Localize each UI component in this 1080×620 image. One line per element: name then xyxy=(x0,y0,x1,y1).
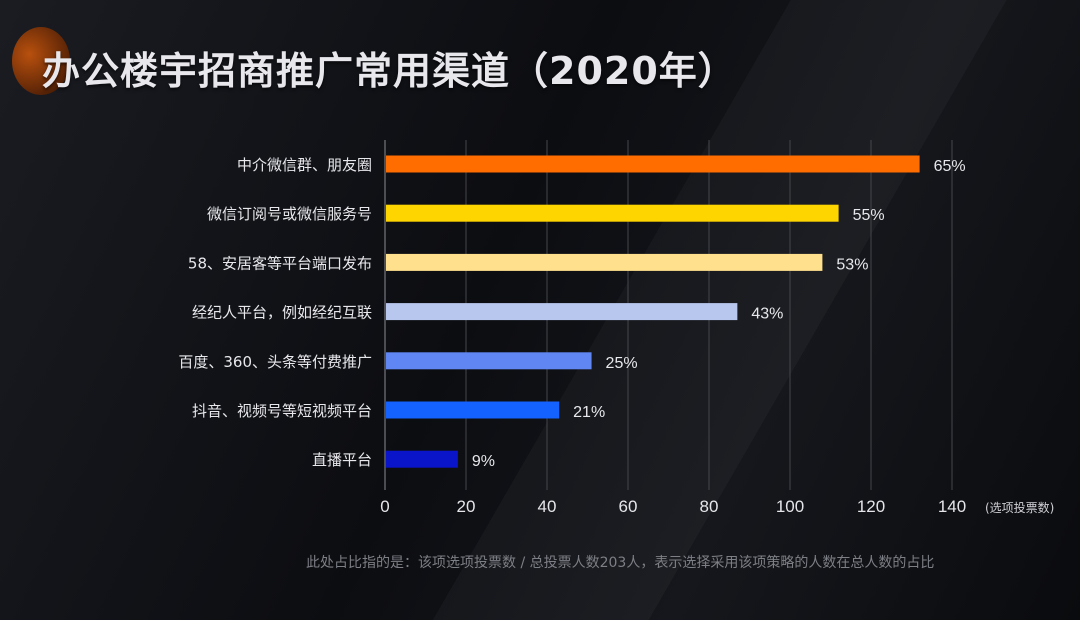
data-label: 43% xyxy=(751,306,783,323)
x-tick-label: 20 xyxy=(457,497,476,516)
x-axis-label: (选项投票数) xyxy=(985,500,1054,515)
data-label: 65% xyxy=(934,158,966,175)
page-title: 办公楼宇招商推广常用渠道（2020年） xyxy=(42,49,737,93)
decorative-orb xyxy=(12,27,70,95)
x-tick-label: 40 xyxy=(538,497,557,516)
x-tick-label: 120 xyxy=(857,497,885,516)
category-label: 微信订阅号或微信服务号 xyxy=(207,205,372,223)
category-label: 中介微信群、朋友圈 xyxy=(237,156,372,174)
bar xyxy=(386,204,839,222)
data-label: 53% xyxy=(836,256,868,273)
x-tick-label: 60 xyxy=(619,497,638,516)
x-tick-label: 140 xyxy=(938,497,966,516)
data-label: 21% xyxy=(573,404,605,421)
x-tick-label: 0 xyxy=(380,497,389,516)
bar xyxy=(386,352,592,370)
data-label: 9% xyxy=(472,453,495,470)
data-label: 55% xyxy=(853,207,885,224)
category-label: 抖音、视频号等短视频平台 xyxy=(192,402,372,420)
footnote: 此处占比指的是：该项选项投票数 / 总投票人数203人，表示选择采用该项策略的人… xyxy=(306,555,935,571)
bar xyxy=(386,303,738,321)
data-label: 25% xyxy=(606,355,638,372)
bar xyxy=(386,450,458,468)
category-label: 百度、360、头条等付费推广 xyxy=(178,353,372,371)
bar xyxy=(386,155,920,173)
category-label: 58、安居客等平台端口发布 xyxy=(188,254,372,272)
x-tick-label: 100 xyxy=(776,497,804,516)
bar xyxy=(386,401,560,419)
category-label: 直播平台 xyxy=(312,451,372,469)
x-tick-label: 80 xyxy=(700,497,719,516)
category-label: 经纪人平台，例如经纪互联 xyxy=(192,304,372,322)
bar xyxy=(386,253,823,271)
